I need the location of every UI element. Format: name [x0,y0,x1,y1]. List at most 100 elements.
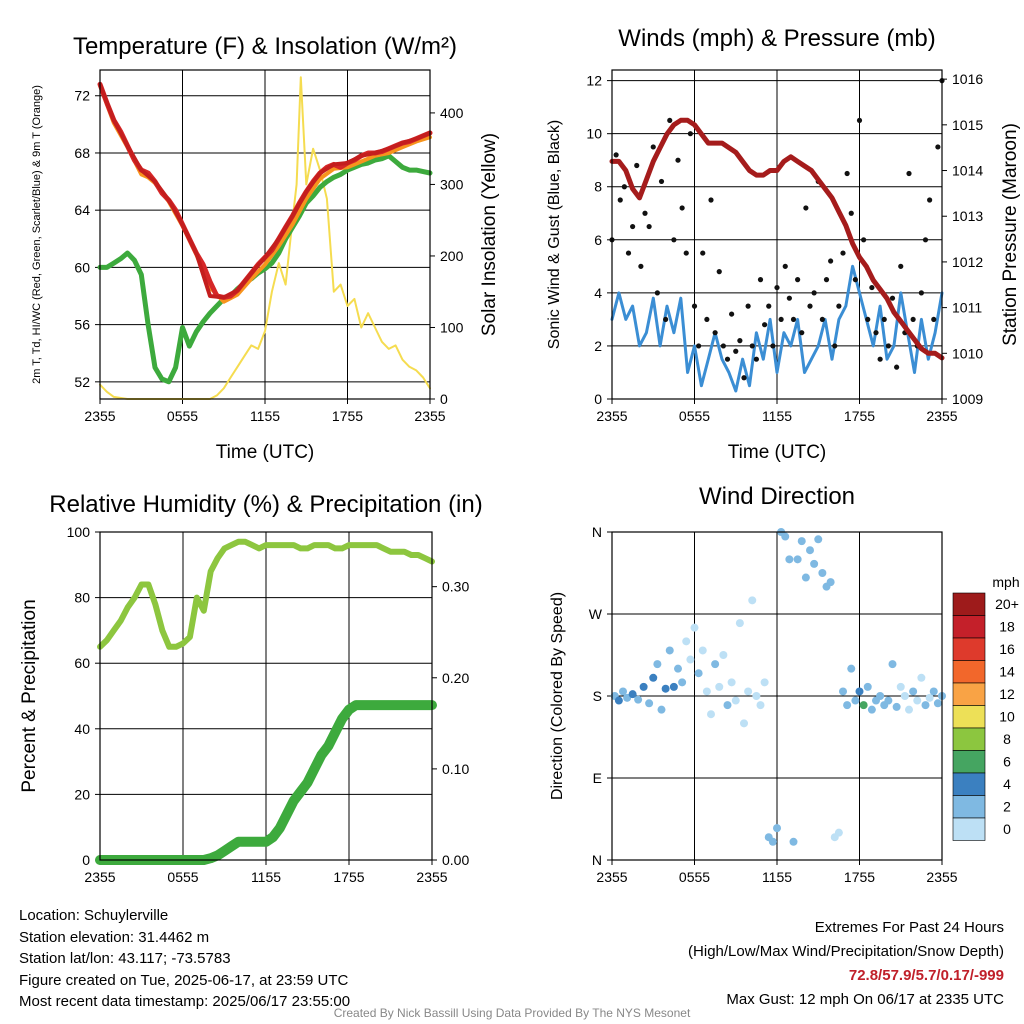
wind-direction-point [702,687,711,696]
wind-direction-point [727,678,736,687]
panel-2: 2355 0555 1155 1755 235502468101210091010101… [546,25,1021,463]
latlon-text: Station lat/lon: 43.117; -73.5783 [19,950,231,967]
gust-point [894,364,900,370]
wind-direction-point [789,837,798,846]
wind-direction-point [773,824,781,833]
wind-direction-point [731,696,740,705]
colorbar-cell [952,615,986,639]
wind-direction-point [628,690,637,699]
y-tick-label: W [589,606,603,622]
wind-direction-point [876,692,885,700]
gust-point [856,117,863,124]
y2-tick-label: 1016 [952,71,983,87]
wind-direction-point [843,701,852,710]
gust-point [733,348,739,354]
wind-direction-point [797,537,806,546]
colorbar: mph 20+ 18 16 14 12 10 8 6 4 2 0 [952,574,1020,841]
gust-point [848,210,854,216]
y2-tick-label: 1015 [952,117,983,133]
gust-point [716,269,722,275]
colorbar-cell [952,637,986,661]
series-line [609,117,945,361]
gust-point [823,277,830,283]
gust-point [889,295,896,301]
y-tick-label: 6 [594,232,602,248]
y-tick-label: 80 [74,590,90,606]
y2-tick-label: 1014 [952,163,983,179]
y2-tick-label: 1013 [952,208,983,224]
gust-point [790,316,797,323]
wind-direction-point [810,559,819,568]
colorbar-label: 0 [1003,821,1011,837]
gust-point [757,277,764,283]
gust-point [634,162,640,169]
gust-point [737,338,743,344]
wind-direction-point [674,664,682,673]
x-tick-label: 1155 [762,869,792,885]
x-tick-label: 1155 [251,869,281,885]
gust-point [625,250,632,256]
wind-direction-point [760,678,769,687]
wind-direction-point [665,646,674,655]
gust-point [799,330,805,336]
wind-direction-point [715,682,724,691]
x-tick-label: 1755 [844,869,875,885]
x-tick-label: 1755 [332,408,363,424]
y-tick-label: 40 [74,721,90,737]
gust-point [729,311,735,317]
wind-direction-point [892,702,901,711]
wind-direction-point [634,695,643,704]
colorbar-cell [952,660,986,684]
gust-point [918,290,924,296]
gust-point [675,157,681,163]
location-text: Location: Schuylerville [19,907,169,924]
gust-point [700,250,706,256]
colorbar-label: 16 [999,641,1015,657]
y2-axis-label: Station Pressure (Maroon) [1000,123,1021,346]
wind-direction-point [905,705,913,714]
wind-direction-point [639,682,648,691]
gust-point [869,284,875,291]
gust-point [646,223,652,230]
y2-axis-label: Solar Insolation (Yellow) [479,133,500,336]
x-tick-label: 1755 [844,408,875,424]
gust-point [638,263,644,269]
y-tick-label: 20 [74,786,90,802]
x-tick-label: 2355 [84,869,115,885]
gust-point [683,250,689,256]
wind-direction-point [814,535,823,544]
y-tick-label: 10 [586,126,602,142]
series-line [610,264,944,393]
gust-point [898,263,904,269]
wind-direction-point [748,596,757,605]
colorbar-cell [952,682,986,706]
wind-direction-point [884,696,893,705]
gust-point [642,210,648,216]
y2-tick-label: 1012 [952,254,983,270]
wind-direction-point [859,701,868,710]
series-line [97,153,433,385]
y2-tick-label: 100 [440,319,464,335]
extremes-values: 72.8/57.9/5.7/0.17/-999 [848,967,1004,984]
gust-point [667,117,673,124]
y-tick-label: 72 [74,88,90,104]
credit-text: Created By Nick Bassill Using Data Provi… [333,1006,691,1020]
y-tick-label: S [593,688,602,704]
gust-point [873,330,879,336]
y-axis-label: 2m T, Td, HI/WC (Red, Green, Scarlet/Blu… [31,85,43,384]
gust-point [741,375,747,381]
gust-point [865,316,871,323]
colorbar-label: 18 [999,619,1015,635]
gust-point [811,290,817,296]
wind-direction-point [698,646,707,655]
wind-direction-point [863,682,872,691]
colorbar-label: 6 [1003,754,1011,770]
y-tick-label: 12 [586,73,602,89]
colorbar-label: 12 [999,686,1015,702]
colorbar-cell [952,750,986,774]
colorbar-cell [952,592,986,616]
wind-direction-point [678,678,687,687]
gust-point [687,131,693,137]
wind-direction-point [653,660,662,669]
